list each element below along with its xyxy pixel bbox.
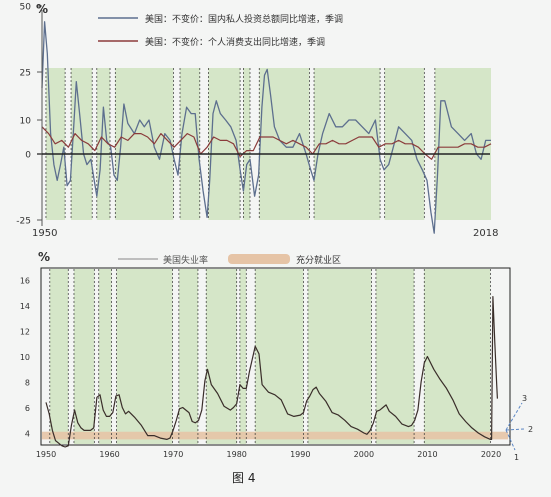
legend-swatch-full-employment [228, 254, 290, 264]
bottom-x-tick-label-4: 1990 [290, 450, 310, 459]
top-expansion-shade-6 [243, 68, 250, 220]
bottom-expansion-shade-8 [307, 269, 372, 444]
top-y-tick-label-4: 50 [20, 3, 32, 13]
legend-label-unemployment: 美国失业率 [163, 254, 208, 266]
bottom-expansion-shade-3 [116, 269, 173, 444]
bottom-legend: 美国失业率 充分就业区 [118, 254, 341, 266]
bottom-x-tick-labels: 1950 1960 1970 1980 1990 2000 2010 2020 [36, 450, 501, 459]
top-x-tick-end: 2018 [473, 228, 498, 239]
arrow-label-1: 1 [514, 453, 519, 462]
top-series-line-0 [41, 21, 491, 234]
bottom-y-tick-label-1: 6 [25, 404, 30, 413]
top-expansion-shades [45, 68, 491, 220]
legend-label-full-employment: 充分就业区 [296, 254, 341, 266]
full-employment-band [42, 431, 508, 440]
bottom-expansion-shade-9 [375, 269, 415, 444]
arrow-label-3: 3 [522, 394, 527, 403]
top-y-tick-labels: -25 0 10 25 50 [16, 3, 42, 227]
bottom-expansion-shade-1 [73, 269, 95, 444]
top-x-tick-start: 1950 [32, 228, 57, 239]
bottom-expansion-shades [49, 269, 491, 444]
bottom-frame [40, 267, 511, 446]
bottom-expansion-shade-4 [178, 269, 198, 444]
bottom-y-tick-label-2: 8 [25, 379, 30, 388]
bottom-expansion-shade-7 [255, 269, 304, 444]
legend-label-consumption: 美国：不变价：个人消费支出同比增速，季调 [145, 36, 325, 48]
bottom-expansion-shade-10 [424, 269, 491, 444]
bottom-expansion-shade-2 [98, 269, 112, 444]
arrow-label-2: 2 [528, 425, 533, 434]
scenario-arrows: 3 2 1 [505, 394, 533, 462]
arrow-1 [505, 429, 516, 451]
bottom-x-tick-label-6: 2010 [417, 450, 437, 459]
top-expansion-shade-7 [259, 68, 310, 220]
bottom-x-tick-label-7: 2020 [481, 450, 501, 459]
top-y-tick-label-3: 25 [20, 69, 31, 79]
bottom-series-lines [45, 296, 498, 448]
arrow-3 [505, 402, 523, 431]
bottom-x-tick-label-0: 1950 [36, 450, 56, 459]
bottom-expansion-shade-6 [239, 269, 247, 444]
bottom-y-tick-label-3: 10 [20, 353, 30, 362]
bottom-expansion-shade-5 [206, 269, 237, 444]
top-expansion-shade-4 [180, 68, 200, 220]
top-recession-guides [45, 68, 436, 220]
top-expansion-shade-5 [208, 68, 241, 220]
bottom-x-tick-label-2: 1970 [163, 450, 183, 459]
bottom-y-tick-label-6: 16 [20, 277, 30, 286]
top-y-tick-label-2: 10 [20, 117, 32, 127]
top-expansion-shade-2 [96, 68, 111, 220]
arrow-2 [505, 428, 525, 431]
bottom-y-tick-label-5: 14 [20, 302, 30, 311]
bottom-x-tick-label-1: 1960 [99, 450, 119, 459]
top-axes [37, 10, 490, 226]
top-chart-panel: -25 0 10 25 50 % 1950 2018 美国：不变价：国内私人投资总额同比… [16, 2, 498, 239]
top-series-line-1 [41, 126, 492, 160]
bottom-y-tick-label-4: 12 [20, 328, 30, 337]
bottom-y-tick-label-0: 4 [25, 430, 30, 439]
top-series-lines [41, 21, 492, 234]
bottom-series-line-0 [45, 296, 498, 448]
legend-label-investment: 美国：不变价：国内私人投资总额同比增速，季调 [145, 13, 343, 25]
bottom-y-tick-labels: 4 6 8 10 12 14 16 [20, 277, 30, 439]
top-legend: 美国：不变价：国内私人投资总额同比增速，季调 美国：不变价：个人消费支出同比增速… [98, 13, 343, 48]
top-expansion-shade-3 [115, 68, 174, 220]
top-y-tick-label-0: -25 [16, 217, 31, 227]
figure-caption: 图 4 [232, 471, 255, 485]
top-y-unit-label: % [36, 2, 48, 16]
bottom-x-tick-label-3: 1980 [227, 450, 247, 459]
top-y-tick-label-1: 0 [25, 151, 31, 161]
bottom-expansion-shade-0 [49, 269, 69, 444]
bottom-y-unit-label: % [38, 250, 50, 264]
top-expansion-shade-1 [71, 68, 93, 220]
bottom-x-tick-label-5: 2000 [354, 450, 374, 459]
